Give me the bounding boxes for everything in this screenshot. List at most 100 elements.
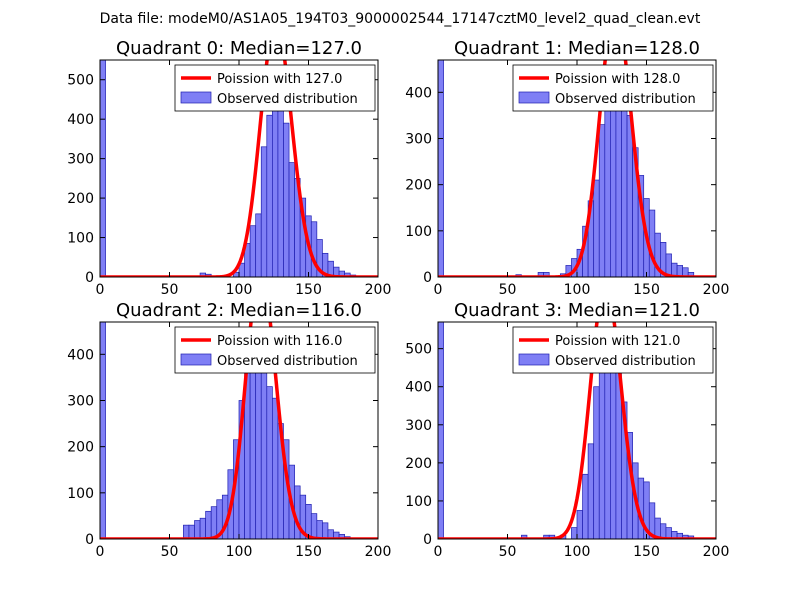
quadrant-panel-3: Quadrant 3: Median=121.0 0 50 100 150 200 0 100… [405, 300, 729, 560]
histogram-bar [626, 115, 633, 277]
legend-bar-label: Observed distribution [555, 92, 696, 107]
x-tick-label: 100 [226, 282, 253, 298]
histogram-bar [288, 162, 295, 277]
y-tick-label: 0 [85, 532, 94, 548]
x-tick-label: 0 [434, 544, 443, 560]
x-tick-label: 150 [633, 282, 660, 298]
figure-suptitle: Data file: modeM0/AS1A05_194T03_90000025… [100, 11, 701, 27]
legend-curve-label: Poission with 116.0 [217, 334, 342, 349]
y-tick-label: 400 [405, 380, 432, 396]
histogram-bar [521, 534, 528, 539]
x-tick-label: 0 [96, 544, 105, 560]
histogram-bar [272, 95, 279, 277]
poisson-curve [438, 60, 716, 277]
histogram-bar [438, 60, 444, 277]
y-tick-label: 300 [67, 393, 94, 409]
histogram-bar [604, 96, 611, 277]
x-tick-label: 50 [499, 282, 517, 298]
panel-title: Quadrant 2: Median=116.0 [116, 300, 362, 321]
histogram-bar [571, 527, 578, 539]
y-tick-label: 200 [405, 456, 432, 472]
y-tick-label: 200 [405, 178, 432, 194]
legend-bar-label: Observed distribution [217, 92, 358, 107]
x-tick-label: 150 [295, 282, 322, 298]
histogram-bar [100, 322, 106, 539]
histogram-bar [205, 510, 212, 539]
panels: Quadrant 0: Median=127.0 0 50 100 150 200 0 100… [67, 38, 730, 560]
y-tick-label: 400 [67, 112, 94, 128]
quadrant-panel-2: Quadrant 2: Median=116.0 0 50 100 150 200 0 100… [67, 300, 392, 560]
histogram-bar [438, 322, 444, 539]
histogram-bar [100, 60, 106, 277]
y-tick-label: 400 [67, 347, 94, 363]
quadrant-panel-1: Quadrant 1: Median=128.0 0 50 100 150 200 0 100… [405, 38, 730, 298]
histogram-bar [260, 349, 268, 539]
plot-area [438, 60, 716, 277]
histogram-bar [593, 179, 600, 277]
y-tick-label: 100 [405, 494, 432, 510]
y-tick-label: 300 [67, 152, 94, 168]
y-tick-label: 0 [423, 270, 432, 286]
x-tick-label: 50 [499, 544, 517, 560]
histogram-bar [266, 114, 273, 277]
histogram-bar [610, 355, 617, 539]
x-tick-label: 200 [365, 544, 392, 560]
x-tick-label: 200 [365, 282, 392, 298]
y-tick-label: 500 [405, 342, 432, 358]
panel-title: Quadrant 1: Median=128.0 [454, 38, 700, 59]
histogram-bar [598, 363, 606, 539]
plot-area [100, 60, 378, 277]
histogram-bar [188, 524, 195, 539]
x-tick-label: 100 [226, 544, 253, 560]
y-tick-label: 300 [405, 131, 432, 147]
legend-bar-label: Observed distribution [217, 354, 358, 369]
histogram-bar [310, 221, 318, 277]
histogram-bar [598, 124, 606, 277]
histogram-bar [199, 517, 206, 539]
legend: Poission with 116.0 Observed distribution [174, 326, 376, 374]
x-tick-label: 100 [564, 544, 591, 560]
histogram-bar [183, 524, 190, 539]
poisson-curve [100, 60, 378, 277]
y-tick-label: 200 [67, 191, 94, 207]
x-tick-label: 50 [161, 282, 179, 298]
histogram-bar [587, 443, 595, 539]
histogram-bar [194, 520, 201, 539]
quadrant-panel-0: Quadrant 0: Median=127.0 0 50 100 150 200 0 100… [67, 38, 392, 298]
y-tick-label: 100 [67, 231, 94, 247]
x-tick-label: 0 [434, 282, 443, 298]
legend-curve-label: Poission with 127.0 [217, 72, 342, 87]
legend: Poission with 128.0 Observed distribution [512, 64, 714, 112]
histogram-bar [283, 122, 290, 277]
legend-bar-swatch [180, 353, 212, 366]
histogram-bar [272, 397, 279, 539]
histogram-bar [610, 91, 617, 277]
legend-bar-label: Observed distribution [555, 354, 696, 369]
histogram-bar [322, 522, 329, 539]
y-tick-label: 100 [67, 486, 94, 502]
x-tick-label: 200 [703, 282, 730, 298]
y-tick-label: 400 [405, 85, 432, 101]
histogram-bar [648, 209, 656, 277]
legend-bar-swatch [180, 91, 212, 104]
histogram-bar [582, 473, 589, 539]
histogram-bar [210, 506, 218, 539]
x-tick-label: 0 [96, 282, 105, 298]
histogram-bar [593, 386, 600, 539]
x-tick-label: 150 [633, 544, 660, 560]
histogram-bar [277, 103, 284, 277]
histogram-bar [260, 146, 268, 277]
legend: Poission with 127.0 Observed distribution [174, 64, 376, 112]
y-tick-label: 100 [405, 224, 432, 240]
histogram-bar [249, 225, 257, 277]
y-tick-label: 0 [423, 532, 432, 548]
histogram-bar [621, 105, 628, 277]
histogram-bar [316, 520, 323, 539]
histogram-bar [266, 386, 273, 539]
histogram-bar [255, 213, 262, 277]
panel-title: Quadrant 0: Median=127.0 [116, 38, 362, 59]
y-tick-label: 0 [85, 270, 94, 286]
histogram-bar [310, 513, 318, 539]
histogram-bar [249, 353, 257, 539]
